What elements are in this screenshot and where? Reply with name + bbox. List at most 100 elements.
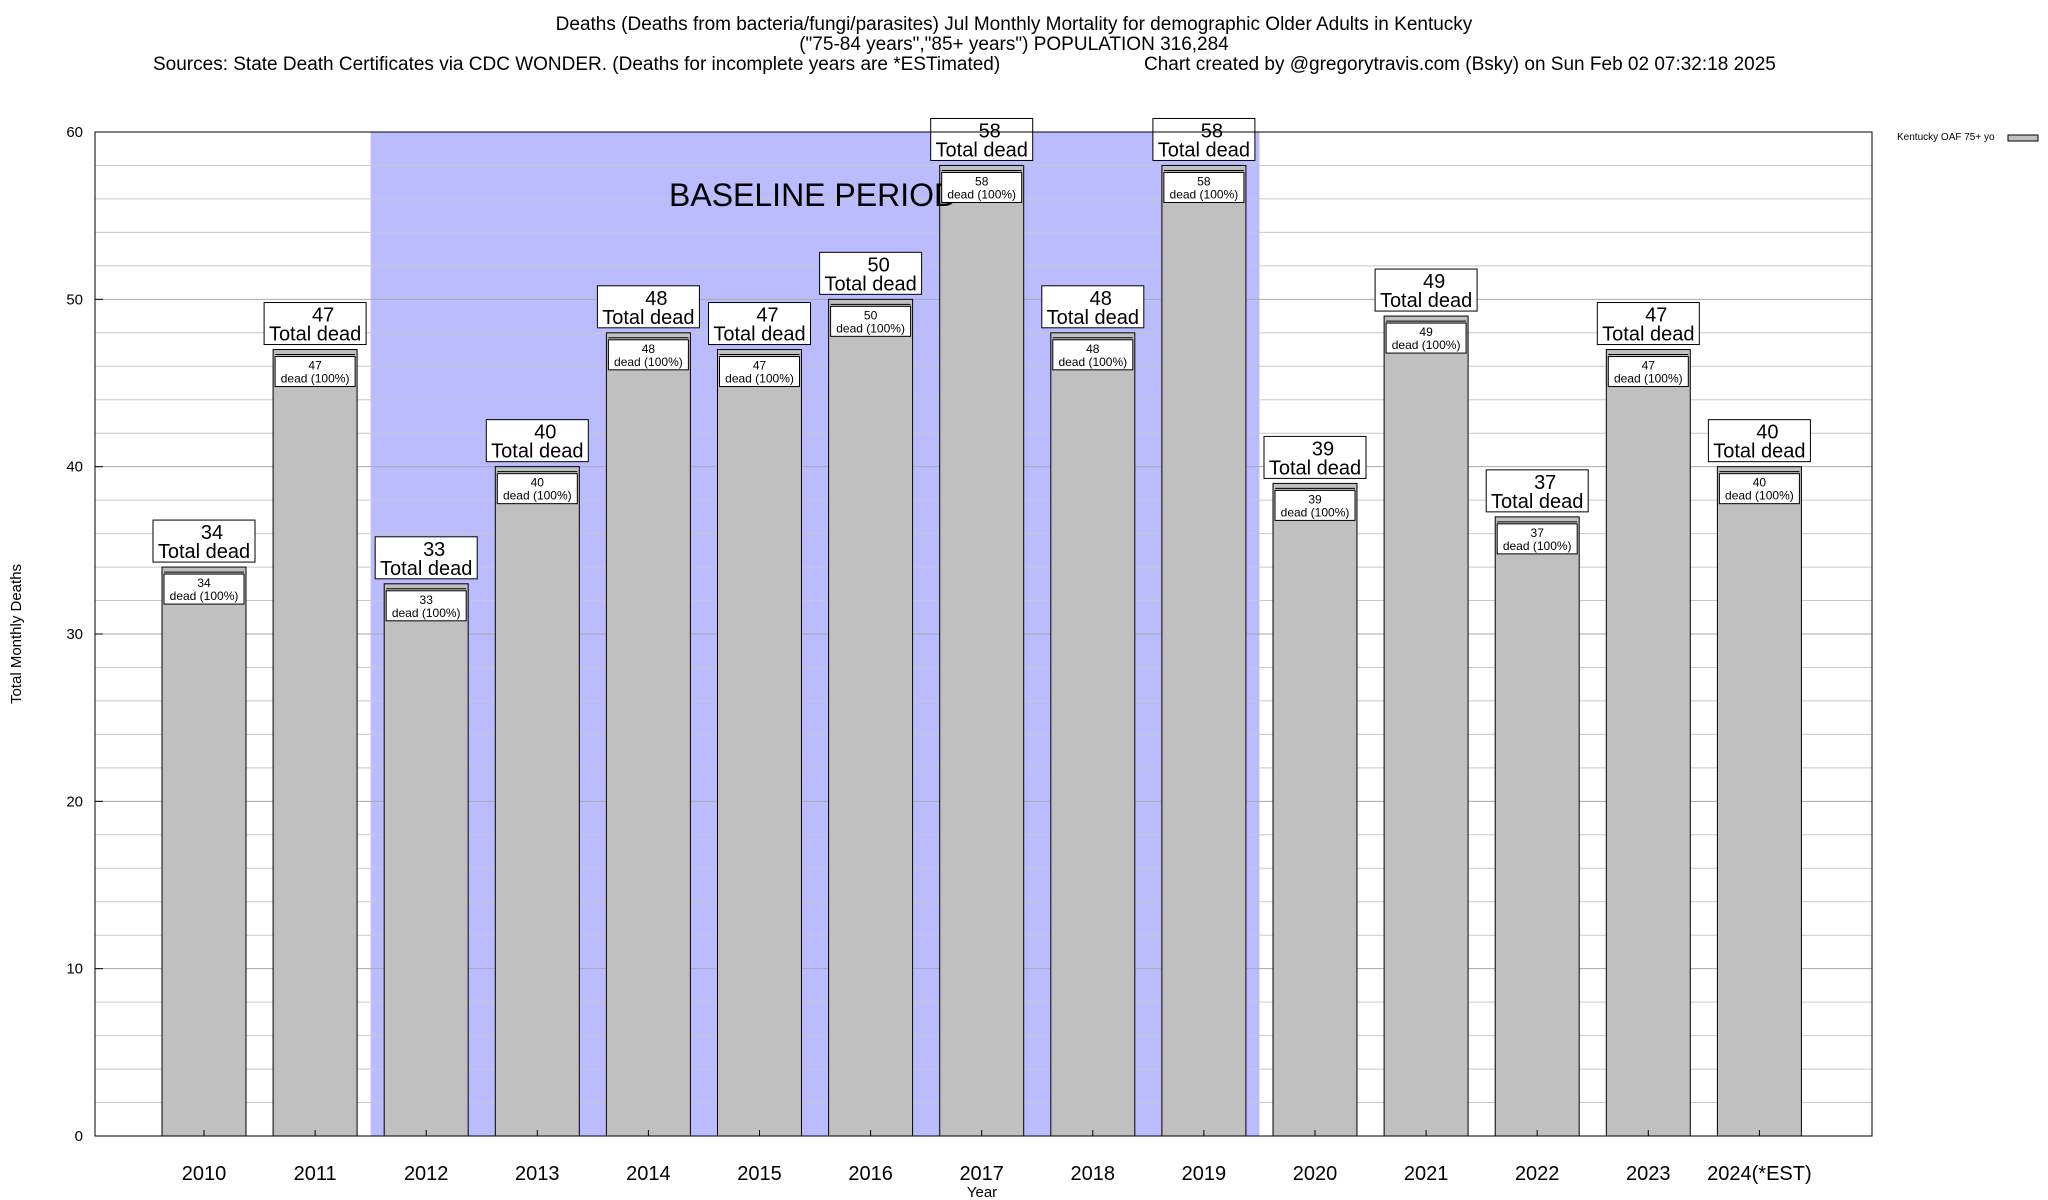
total-label-box — [485, 419, 589, 463]
inner-label-text: dead (100%) — [836, 321, 905, 335]
x-tick-label: 2019 — [1182, 1163, 1227, 1185]
bar — [1050, 332, 1136, 1137]
inner-label-value: 47 — [308, 359, 322, 373]
total-label-box — [374, 536, 478, 580]
x-tick-label: 2024(*EST) — [1707, 1163, 1812, 1185]
total-label-box — [1152, 117, 1256, 161]
inner-label-value: 58 — [975, 174, 989, 188]
inner-label-box — [1163, 171, 1245, 203]
total-label-box — [152, 519, 256, 563]
total-label-text: Total dead — [1269, 457, 1361, 479]
x-tick-label: 2023 — [1626, 1163, 1671, 1185]
total-label-box — [263, 302, 367, 346]
inner-label-text: dead (100%) — [725, 372, 794, 386]
inner-label-box — [941, 171, 1023, 203]
bar — [828, 298, 914, 1137]
chart-subtitle: ("75-84 years","85+ years") POPULATION 3… — [799, 34, 1229, 55]
inner-label-text: dead (100%) — [1503, 539, 1572, 553]
total-label-box — [819, 251, 923, 295]
inner-label-box — [274, 356, 356, 388]
total-label-value: 50 — [867, 254, 889, 276]
chart-title: Deaths (Deaths from bacteria/fungi/paras… — [555, 14, 1473, 35]
total-label-box — [596, 285, 700, 329]
inner-label-box — [1274, 489, 1356, 521]
inner-label-text: dead (100%) — [614, 355, 683, 369]
baseline-period-label: BASELINE PERIOD — [669, 177, 957, 213]
inner-label-text: dead (100%) — [1058, 355, 1127, 369]
bar — [1161, 164, 1247, 1137]
total-label-text: Total dead — [1380, 290, 1472, 312]
x-tick-label: 2017 — [959, 1163, 1004, 1185]
inner-label-text: dead (100%) — [947, 187, 1016, 201]
total-label-value: 47 — [1645, 305, 1667, 327]
total-label-box — [708, 302, 811, 346]
y-tick-label: 50 — [66, 291, 83, 308]
inner-label-text: dead (100%) — [503, 489, 572, 503]
inner-label-value: 48 — [642, 342, 656, 356]
total-label-value: 48 — [645, 288, 667, 310]
y-tick-label: 0 — [75, 1128, 83, 1145]
total-label-value: 34 — [201, 522, 223, 544]
inner-label-text: dead (100%) — [170, 589, 239, 603]
bar — [383, 583, 469, 1137]
inner-label-text: dead (100%) — [1725, 489, 1794, 503]
inner-label-box — [1607, 356, 1689, 388]
total-label-box — [1374, 268, 1478, 312]
total-label-box — [1596, 302, 1700, 346]
total-label-box — [1707, 419, 1811, 463]
total-label-text: Total dead — [713, 324, 805, 346]
x-tick-label: 2014 — [626, 1163, 671, 1185]
bar — [1272, 482, 1358, 1137]
inner-label-value: 40 — [531, 476, 545, 490]
bar — [939, 164, 1025, 1137]
inner-label-text: dead (100%) — [1281, 505, 1350, 519]
inner-label-value: 34 — [197, 576, 211, 590]
y-axis-label: Total Monthly Deaths — [8, 564, 25, 704]
total-label-text: Total dead — [269, 324, 361, 346]
legend-swatch — [2007, 134, 2039, 142]
inner-label-box — [719, 356, 800, 388]
bar — [1605, 349, 1691, 1137]
total-label-box — [1263, 435, 1367, 479]
total-label-text: Total dead — [1602, 324, 1694, 346]
inner-label-box — [1718, 473, 1800, 505]
inner-label-box — [1385, 322, 1467, 354]
total-label-text: Total dead — [1158, 139, 1250, 161]
x-tick-label: 2021 — [1404, 1163, 1449, 1185]
total-label-value: 39 — [1312, 438, 1334, 460]
total-label-box — [930, 117, 1034, 161]
x-tick-label: 2015 — [737, 1163, 782, 1185]
bar — [1383, 315, 1469, 1137]
y-tick-label: 30 — [66, 626, 83, 643]
inner-label-value: 47 — [1642, 359, 1656, 373]
total-label-text: Total dead — [824, 273, 916, 295]
inner-label-box — [1496, 523, 1578, 555]
inner-label-box — [830, 305, 912, 337]
total-label-text: Total dead — [936, 139, 1028, 161]
y-tick-label: 60 — [66, 124, 83, 141]
bar — [494, 466, 580, 1137]
total-label-value: 37 — [1534, 472, 1556, 494]
total-label-value: 40 — [534, 422, 556, 444]
total-label-box — [1041, 285, 1145, 329]
x-tick-label: 2016 — [848, 1163, 893, 1185]
total-label-text: Total dead — [491, 441, 583, 463]
inner-label-value: 37 — [1531, 526, 1545, 540]
total-label-value: 47 — [756, 305, 778, 327]
inner-label-value: 48 — [1086, 342, 1100, 356]
total-label-text: Total dead — [380, 558, 472, 580]
inner-label-text: dead (100%) — [1614, 372, 1683, 386]
chart-sources: Sources: State Death Certificates via CD… — [153, 54, 1001, 75]
x-tick-label: 2020 — [1293, 1163, 1338, 1185]
inner-label-box — [496, 473, 578, 505]
total-label-text: Total dead — [158, 541, 250, 563]
bar — [717, 349, 802, 1137]
x-axis-label: Year — [967, 1184, 997, 1200]
bar — [1494, 516, 1580, 1137]
inner-label-value: 50 — [864, 308, 878, 322]
legend-label: Kentucky OAF 75+ yo — [1897, 132, 1995, 143]
inner-label-value: 39 — [1308, 492, 1322, 506]
total-label-value: 58 — [1201, 120, 1223, 142]
total-label-text: Total dead — [602, 307, 694, 329]
